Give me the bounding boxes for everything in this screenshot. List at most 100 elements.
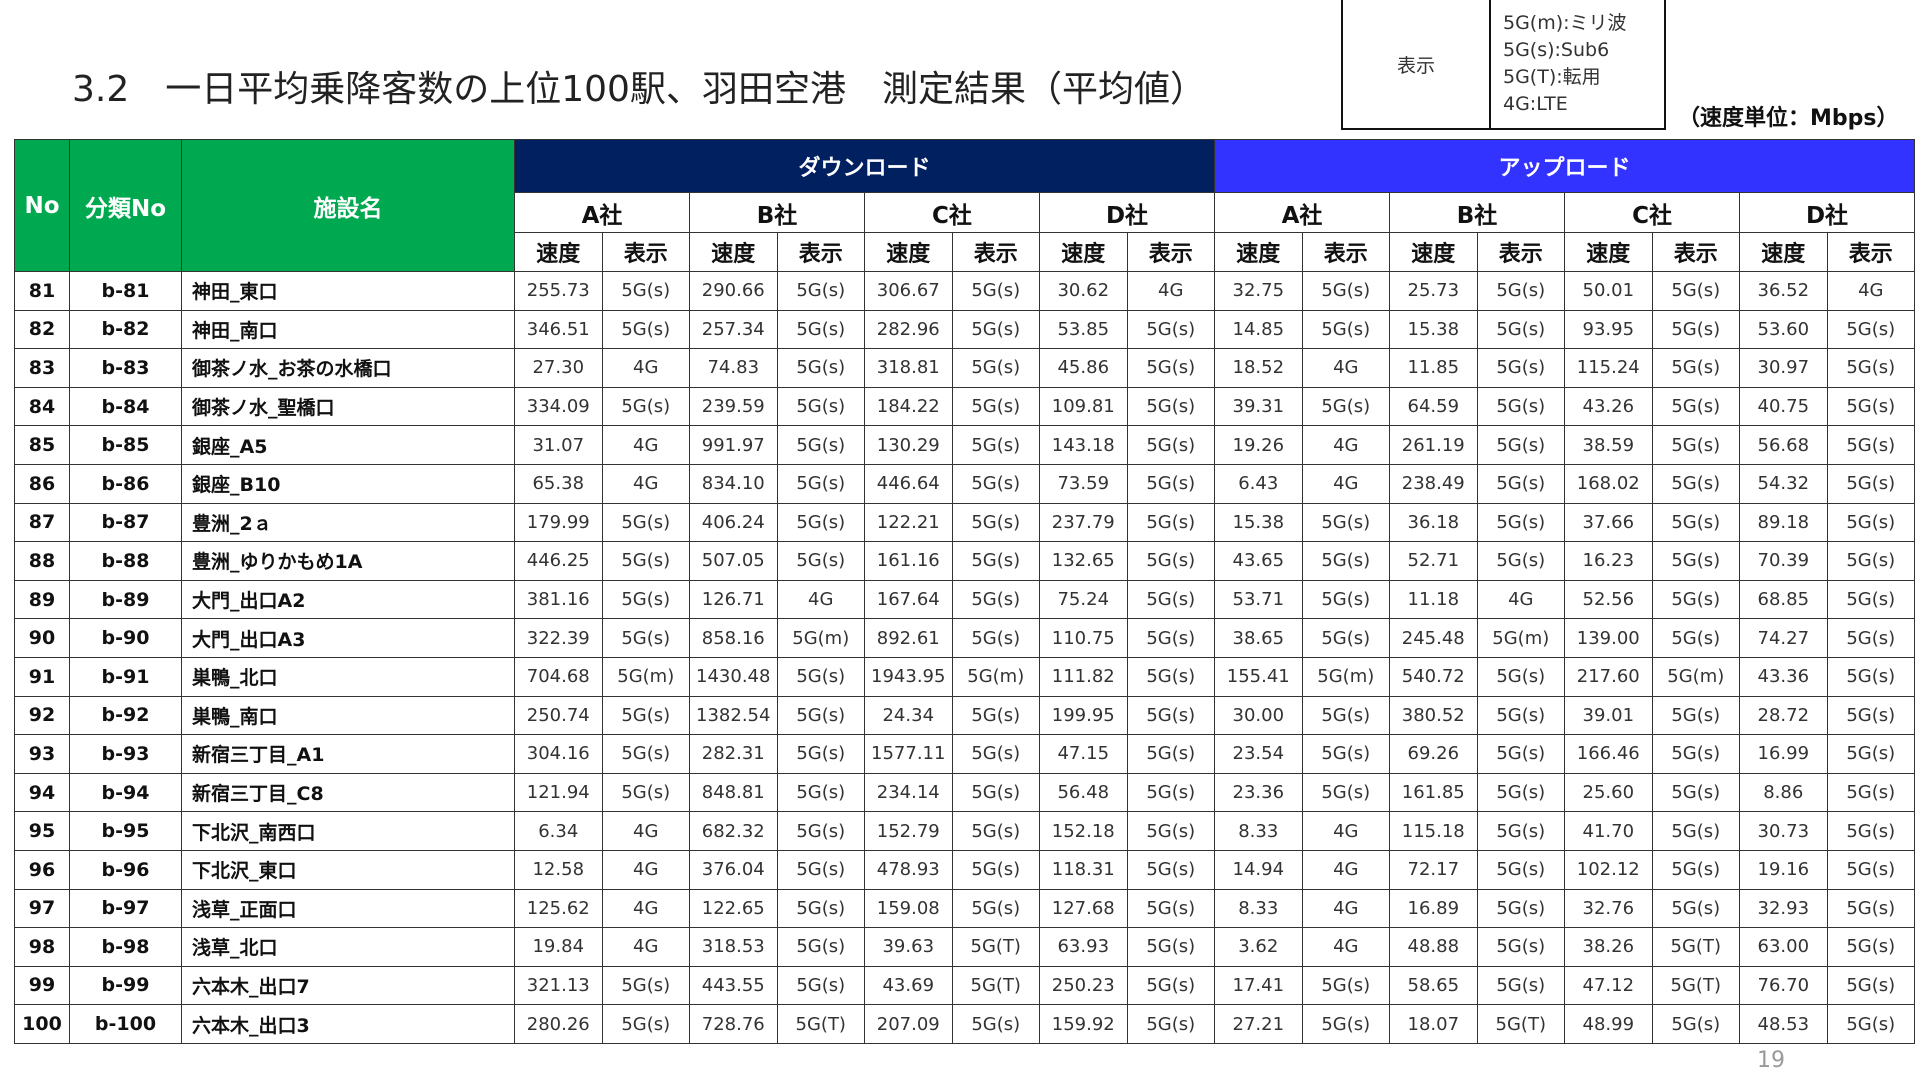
table-row: 87 b-87 豊洲_2ａ 179.99 5G(s) 406.24 5G(s) 122.21 5… <box>14 502 1916 543</box>
network-type: 4G <box>1301 463 1391 504</box>
speed-value: 39.31 <box>1214 386 1303 427</box>
class-no: b-87 <box>69 502 182 543</box>
speed-value: 48.99 <box>1564 1004 1653 1044</box>
speed-value: 38.26 <box>1564 927 1653 967</box>
network-type: 5G(s) <box>776 849 865 890</box>
network-type: 5G(s) <box>1126 618 1216 658</box>
speed-value: 443.55 <box>689 965 778 1006</box>
speed-value: 45.86 <box>1039 348 1128 388</box>
speed-value: 282.31 <box>689 734 778 774</box>
header-speed: 速度 <box>1739 232 1828 272</box>
speed-value: 115.18 <box>1389 811 1478 851</box>
results-table: No 分類No 施設名 ダウンロード アップロード A社 B社 C社 D社 A社 B社 C社… <box>14 139 1916 1044</box>
upload-company-header: C社 <box>1564 192 1741 233</box>
network-type: 5G(s) <box>1476 927 1566 967</box>
speed-value: 109.81 <box>1039 386 1128 427</box>
network-type: 5G(s) <box>1651 695 1741 736</box>
network-type: 5G(s) <box>1301 579 1391 620</box>
network-type: 5G(s) <box>1126 849 1216 890</box>
speed-value: 53.85 <box>1039 309 1128 350</box>
network-type: 5G(s) <box>776 348 865 388</box>
table-row: 93 b-93 新宿三丁目_A1 304.16 5G(s) 282.31 5G(s) 1577… <box>14 734 1916 774</box>
network-type: 4G <box>601 463 690 504</box>
speed-value: 25.73 <box>1389 271 1478 311</box>
table-row: 95 b-95 下北沢_南西口 6.34 4G 682.32 5G(s) 152.79 5G(s… <box>14 811 1916 851</box>
network-type: 5G(s) <box>601 965 690 1006</box>
network-type: 5G(s) <box>1476 811 1566 851</box>
row-no: 85 <box>14 425 70 465</box>
speed-value: 17.41 <box>1214 965 1303 1006</box>
network-type: 4G <box>1301 927 1391 967</box>
speed-value: 238.49 <box>1389 463 1478 504</box>
network-type: 5G(s) <box>776 425 865 465</box>
facility-name: 大門_出口A2 <box>181 579 515 620</box>
network-type: 5G(s) <box>1826 463 1916 504</box>
facility-name: 下北沢_南西口 <box>181 811 515 851</box>
speed-value: 24.34 <box>864 695 953 736</box>
speed-value: 122.21 <box>864 502 953 543</box>
speed-value: 1430.48 <box>689 656 778 697</box>
speed-value: 102.12 <box>1564 849 1653 890</box>
speed-value: 892.61 <box>864 618 953 658</box>
network-type: 5G(s) <box>1651 888 1741 929</box>
network-type: 5G(s) <box>601 734 690 774</box>
speed-value: 380.52 <box>1389 695 1478 736</box>
facility-name: 豊洲_ゆりかもめ1A <box>181 541 515 581</box>
speed-value: 39.01 <box>1564 695 1653 736</box>
speed-value: 132.65 <box>1039 541 1128 581</box>
speed-value: 32.76 <box>1564 888 1653 929</box>
speed-value: 36.18 <box>1389 502 1478 543</box>
network-type: 5G(s) <box>951 502 1040 543</box>
class-no: b-99 <box>69 965 182 1006</box>
speed-value: 19.26 <box>1214 425 1303 465</box>
header-display: 表示 <box>1651 232 1741 272</box>
speed-value: 478.93 <box>864 849 953 890</box>
table-row: 99 b-99 六本木_出口7 321.13 5G(s) 443.55 5G(s) 43.69… <box>14 965 1916 1006</box>
network-type: 4G <box>601 348 690 388</box>
class-no: b-95 <box>69 811 182 851</box>
network-type: 5G(s) <box>1476 541 1566 581</box>
network-type: 5G(s) <box>1126 888 1216 929</box>
network-type: 5G(s) <box>601 1004 690 1044</box>
speed-value: 50.01 <box>1564 271 1653 311</box>
network-type: 5G(s) <box>1126 502 1216 543</box>
speed-value: 27.30 <box>514 348 603 388</box>
speed-value: 118.31 <box>1039 849 1128 890</box>
speed-value: 261.19 <box>1389 425 1478 465</box>
speed-value: 127.68 <box>1039 888 1128 929</box>
network-type: 5G(s) <box>1126 463 1216 504</box>
speed-value: 159.08 <box>864 888 953 929</box>
network-type: 5G(s) <box>1826 579 1916 620</box>
network-type: 5G(m) <box>1476 618 1566 658</box>
class-no: b-82 <box>69 309 182 350</box>
speed-value: 27.21 <box>1214 1004 1303 1044</box>
class-no: b-92 <box>69 695 182 736</box>
network-type: 5G(s) <box>951 811 1040 851</box>
network-type: 4G <box>1301 811 1391 851</box>
legend-item: 5G(s):Sub6 <box>1503 39 1610 61</box>
facility-name: 豊洲_2ａ <box>181 502 515 543</box>
facility-name: 巣鴨_南口 <box>181 695 515 736</box>
speed-value: 122.65 <box>689 888 778 929</box>
table-row: 91 b-91 巣鴨_北口 704.68 5G(m) 1430.48 5G(s) 1943.9… <box>14 656 1916 697</box>
network-type: 5G(s) <box>951 695 1040 736</box>
network-type: 5G(s) <box>776 888 865 929</box>
network-type: 5G(s) <box>776 502 865 543</box>
network-type: 5G(s) <box>1826 734 1916 774</box>
download-company-header: D社 <box>1038 192 1216 233</box>
network-type: 5G(s) <box>951 463 1040 504</box>
network-type: 5G(s) <box>951 888 1040 929</box>
speed-value: 161.16 <box>864 541 953 581</box>
upload-company-header: A社 <box>1214 192 1391 233</box>
speed-value: 74.27 <box>1739 618 1828 658</box>
network-type: 5G(s) <box>1126 656 1216 697</box>
speed-value: 115.24 <box>1564 348 1653 388</box>
network-type: 5G(s) <box>1301 965 1391 1006</box>
facility-name: 六本木_出口7 <box>181 965 515 1006</box>
network-type: 5G(s) <box>776 965 865 1006</box>
facility-name: 御茶ノ水_聖橋口 <box>181 386 515 427</box>
legend-item: 5G(m):ミリ波 <box>1503 12 1627 34</box>
facility-name: 銀座_A5 <box>181 425 515 465</box>
class-no: b-91 <box>69 656 182 697</box>
speed-value: 43.65 <box>1214 541 1303 581</box>
